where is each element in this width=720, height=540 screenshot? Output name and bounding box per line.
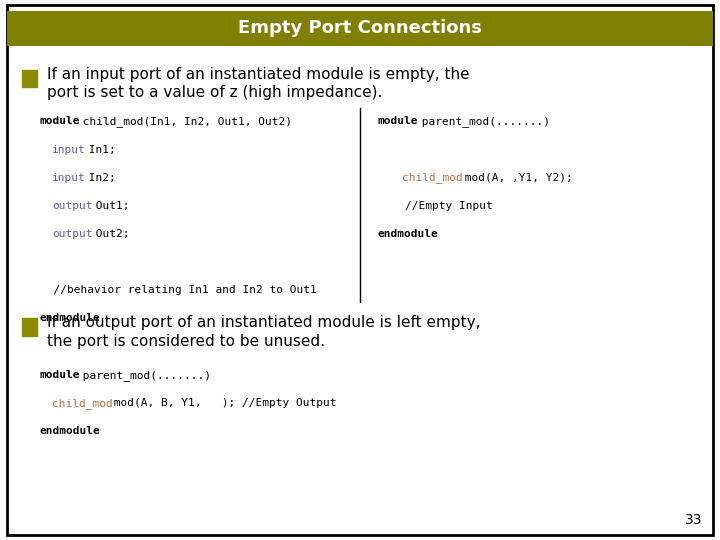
Text: If an input port of an instantiated module is empty, the: If an input port of an instantiated modu… <box>47 67 469 82</box>
Text: If an output port of an instantiated module is left empty,: If an output port of an instantiated mod… <box>47 315 480 330</box>
Text: module: module <box>378 117 418 126</box>
Text: output: output <box>52 229 92 239</box>
Text: mod(A, ,Y1, Y2);: mod(A, ,Y1, Y2); <box>458 173 572 183</box>
Text: parent_mod(.......): parent_mod(.......) <box>76 370 218 381</box>
Text: //Empty Input: //Empty Input <box>378 201 492 211</box>
Text: port is set to a value of z (high impedance).: port is set to a value of z (high impeda… <box>47 85 382 100</box>
Text: module: module <box>40 117 80 126</box>
Text: Out2;: Out2; <box>89 229 129 239</box>
Text: child_mod: child_mod <box>52 398 112 409</box>
Text: output: output <box>52 201 92 211</box>
Text: parent_mod(.......): parent_mod(.......) <box>415 116 557 127</box>
Text: Empty Port Connections: Empty Port Connections <box>238 19 482 37</box>
Text: 33: 33 <box>685 512 702 526</box>
Text: Out1;: Out1; <box>89 201 129 211</box>
Text: mod(A, B, Y1,   ); //Empty Output: mod(A, B, Y1, ); //Empty Output <box>107 399 336 408</box>
Text: endmodule: endmodule <box>378 229 438 239</box>
Text: endmodule: endmodule <box>40 427 100 436</box>
Text: the port is considered to be unused.: the port is considered to be unused. <box>47 334 325 349</box>
Text: module: module <box>40 370 80 380</box>
Text: //behavior relating In1 and In2 to Out1: //behavior relating In1 and In2 to Out1 <box>40 285 316 295</box>
Text: child_mod(In1, In2, Out1, Out2): child_mod(In1, In2, Out1, Out2) <box>76 116 292 127</box>
Text: In1;: In1; <box>83 145 116 154</box>
Text: child_mod: child_mod <box>402 172 463 183</box>
Bar <box>22 318 37 336</box>
Bar <box>7 11 713 46</box>
Text: input: input <box>52 173 86 183</box>
Text: input: input <box>52 145 86 154</box>
Text: In2;: In2; <box>83 173 116 183</box>
Bar <box>22 70 37 87</box>
Text: endmodule: endmodule <box>40 313 100 323</box>
